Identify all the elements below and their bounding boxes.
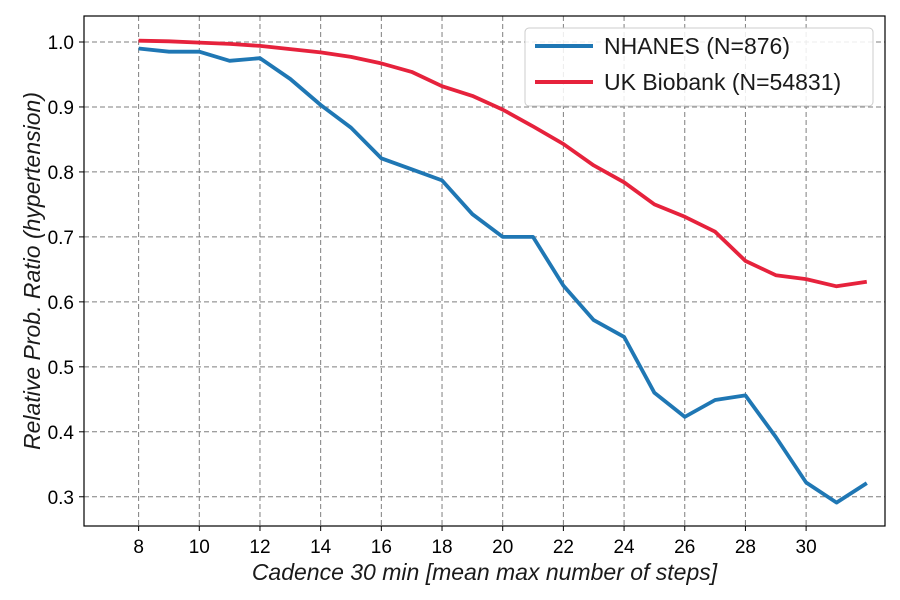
y-tick-label: 0.7 xyxy=(48,228,74,249)
x-tick-label: 20 xyxy=(492,537,513,558)
x-axis-label: Cadence 30 min [mean max number of steps… xyxy=(252,559,718,585)
series-lines xyxy=(138,38,868,505)
x-tick-label: 12 xyxy=(249,537,270,558)
y-axis-label: Relative Prob. Ratio (hypertension) xyxy=(19,92,45,450)
grid-lines xyxy=(84,16,885,526)
nhanes-line xyxy=(138,46,868,505)
x-tick-label: 24 xyxy=(613,537,635,558)
x-tick-label: 26 xyxy=(674,537,695,558)
uk-biobank-line xyxy=(138,38,868,289)
y-tick-labels: 0.3 0.4 0.5 0.6 0.7 0.8 0.9 1.0 xyxy=(48,33,75,509)
x-tick-label: 10 xyxy=(189,537,210,558)
y-tick-label: 0.8 xyxy=(48,163,74,184)
y-tick-label: 0.9 xyxy=(48,98,74,119)
x-tick-label: 30 xyxy=(796,537,817,558)
legend: NHANES (N=876) UK Biobank (N=54831) xyxy=(524,27,874,107)
y-tick-label: 0.4 xyxy=(48,423,75,444)
y-tick-label: 0.5 xyxy=(48,358,74,379)
y-tick-label: 0.6 xyxy=(48,293,74,314)
plot-frame xyxy=(83,15,886,527)
tick-marks xyxy=(79,41,807,531)
x-tick-labels: 8 10 12 14 16 18 20 22 24 26 28 30 xyxy=(133,537,816,558)
x-tick-label: 16 xyxy=(371,537,392,558)
legend-box xyxy=(524,27,874,107)
x-tick-label: 22 xyxy=(553,537,574,558)
x-tick-label: 18 xyxy=(431,537,452,558)
x-tick-label: 14 xyxy=(310,537,332,558)
y-tick-label: 0.3 xyxy=(48,488,74,509)
y-tick-label: 1.0 xyxy=(48,33,74,54)
legend-label-nhanes: NHANES (N=876) xyxy=(604,33,790,59)
x-tick-label: 8 xyxy=(133,537,144,558)
legend-label-uk-biobank: UK Biobank (N=54831) xyxy=(604,69,841,95)
x-tick-label: 28 xyxy=(735,537,756,558)
